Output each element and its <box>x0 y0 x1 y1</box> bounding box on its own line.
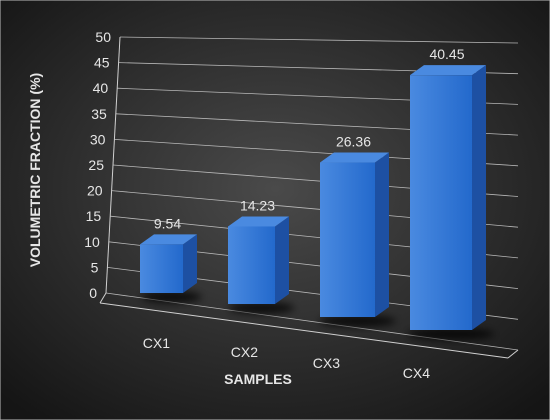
bar-side-face <box>472 65 486 330</box>
x-tick-label: CX4 <box>403 365 430 381</box>
y-tick-label: 15 <box>86 208 102 224</box>
y-tick-label: 20 <box>87 183 103 199</box>
bar-top-face <box>140 234 197 245</box>
bar-shadow <box>319 315 396 327</box>
bar-side-face <box>275 216 289 304</box>
y-tick-label: 45 <box>94 55 110 71</box>
bar-shadow <box>407 328 495 340</box>
data-label: 9.54 <box>154 215 181 231</box>
bar-cx3 <box>320 152 389 317</box>
bar-top-face <box>410 65 486 76</box>
bar-front-face <box>228 226 275 304</box>
x-tick-label: CX1 <box>143 335 170 351</box>
y-tick-label: 40 <box>93 80 109 96</box>
bar-cx2 <box>228 216 289 304</box>
data-label: 40.45 <box>429 46 464 62</box>
bar-front-face <box>140 244 183 293</box>
bar-side-face <box>183 234 197 293</box>
y-tick-label: 5 <box>91 259 99 275</box>
floor-left-edge <box>99 292 107 304</box>
bar-cx1 <box>140 234 197 293</box>
floor-front-edge <box>99 302 509 359</box>
y-tick-label: 10 <box>84 234 100 250</box>
y-axis-label: VOLUMETRIC FRACTION (%) <box>27 73 43 267</box>
y-tick-label: 0 <box>89 285 97 301</box>
y-tick-label: 50 <box>95 29 111 45</box>
bar-cx4 <box>410 65 486 330</box>
bar-top-face <box>320 152 389 163</box>
y-tick-label: 30 <box>90 131 106 147</box>
bar-front-face <box>320 162 375 317</box>
floor-right-edge <box>507 349 519 359</box>
x-tick-label: CX3 <box>313 355 340 371</box>
data-labels: 9.54 14.23 26.36 40.45 <box>154 46 465 231</box>
bar-top-face <box>228 216 289 227</box>
x-axis-label: SAMPLES <box>224 371 292 387</box>
bar-shadow <box>141 291 202 303</box>
bar-shadow <box>228 302 295 314</box>
y-tick-label: 35 <box>91 106 107 122</box>
data-label: 26.36 <box>336 134 371 150</box>
x-axis-ticks: CX1 CX2 CX3 CX4 <box>143 335 430 381</box>
y-tick-label: 25 <box>88 157 104 173</box>
bars <box>140 65 486 330</box>
gridline <box>119 36 519 44</box>
y-axis-ticks: 0 5 10 15 20 25 30 35 40 45 50 <box>84 29 111 301</box>
data-label: 14.23 <box>240 197 275 213</box>
bar-side-face <box>375 152 389 317</box>
bar-shadows <box>141 291 495 340</box>
x-tick-label: CX2 <box>231 344 258 360</box>
bar-front-face <box>410 75 472 330</box>
